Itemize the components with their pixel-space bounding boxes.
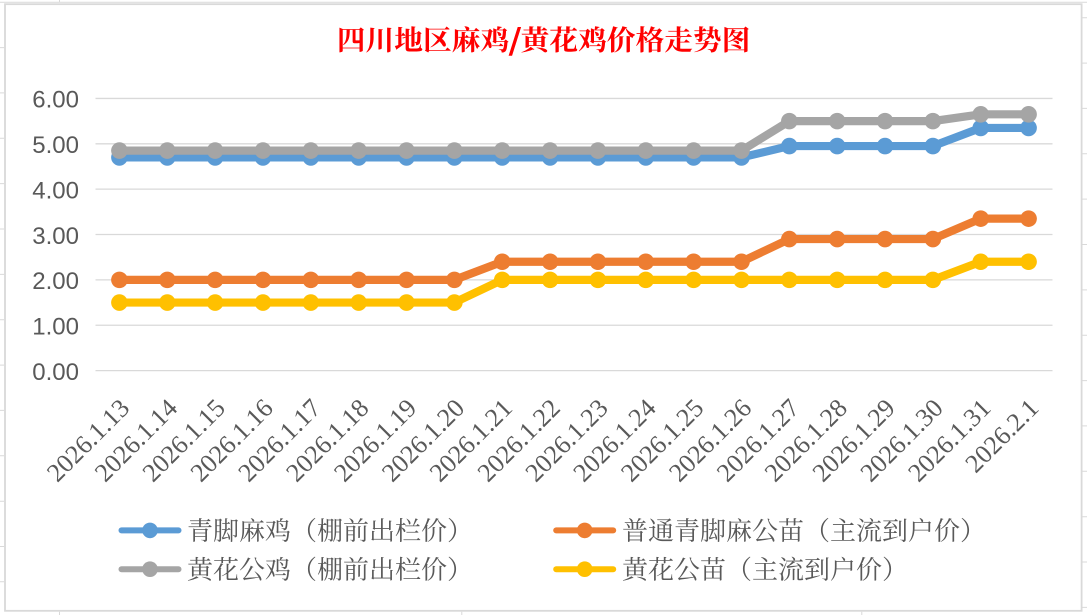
svg-text:5.00: 5.00 [32,132,79,159]
svg-text:4.00: 4.00 [32,178,79,205]
svg-text:2.00: 2.00 [32,268,79,295]
svg-text:6.00: 6.00 [32,87,79,114]
svg-text:0.00: 0.00 [32,359,79,386]
svg-text:3.00: 3.00 [32,223,79,250]
svg-text:1.00: 1.00 [32,314,79,341]
